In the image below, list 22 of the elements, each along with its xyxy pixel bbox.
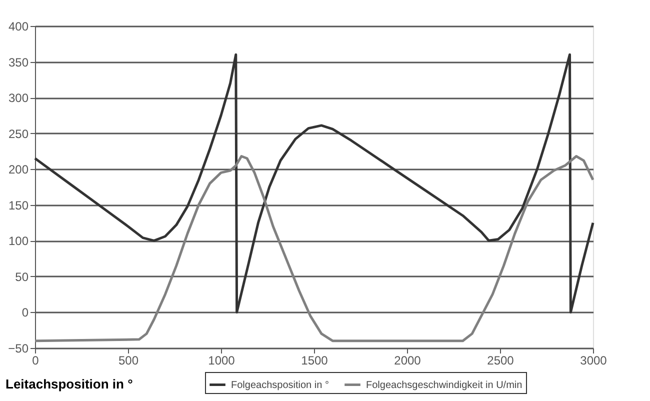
y-tick-label: 200 — [8, 162, 29, 177]
y-tick-label: 350 — [8, 55, 29, 70]
x-tick-label: 3000 — [580, 354, 608, 368]
y-tick-label: 300 — [8, 91, 29, 106]
y-tick-label: −50 — [8, 342, 29, 356]
y-tick-label: 100 — [8, 234, 29, 248]
line-series — [34, 53, 594, 314]
legend-label: Folgeachsposition in ° — [231, 380, 329, 391]
line-series — [34, 154, 594, 342]
x-tick-label: 1000 — [208, 354, 236, 368]
x-tick-label: 500 — [118, 354, 139, 368]
y-tick-label: 150 — [8, 198, 29, 212]
x-tick-label: 2000 — [394, 354, 422, 368]
x-tick-label: 0 — [32, 354, 40, 368]
y-tick-label: 50 — [15, 270, 29, 284]
legend-label: Folgeachsgeschwindigkeit in U/min — [366, 380, 522, 391]
x-tick-label: 2500 — [487, 354, 514, 368]
x-tick-label: 1500 — [301, 354, 328, 368]
y-tick-label: 250 — [8, 126, 29, 141]
y-tick-label: 400 — [8, 20, 29, 34]
y-tick-label: 0 — [22, 306, 29, 320]
x-axis-title: Leitachsposition in ° — [6, 376, 133, 392]
